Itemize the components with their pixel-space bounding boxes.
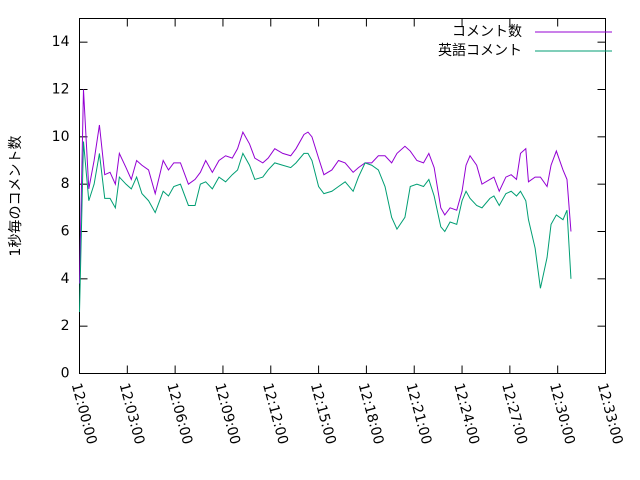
x-tick-label: 12:30:00: [546, 381, 578, 446]
legend-label: 英語コメント: [438, 42, 522, 59]
x-tick-label: 12:24:00: [450, 381, 482, 446]
x-tick-label: 12:09:00: [211, 381, 243, 446]
y-tick-label: 6: [61, 224, 70, 240]
x-tick-label: 12:06:00: [163, 381, 195, 446]
x-tick-label: 12:21:00: [402, 381, 434, 446]
x-tick-label: 12:18:00: [355, 381, 387, 446]
y-tick-label: 14: [52, 34, 70, 50]
x-tick-label: 12:03:00: [116, 381, 148, 446]
legend-label: コメント数: [452, 24, 522, 40]
y-tick-label: 0: [61, 366, 70, 382]
series-line: [79, 141, 572, 312]
y-tick-label: 12: [52, 82, 70, 98]
x-tick-label: 12:15:00: [307, 381, 339, 446]
x-tick-label: 12:33:00: [594, 381, 626, 446]
y-tick-label: 2: [61, 318, 70, 334]
series-line: [79, 89, 572, 284]
y-tick-label: 10: [52, 129, 70, 145]
y-tick-label: 4: [61, 271, 70, 287]
y-axis-label: 1秒毎のコメント数: [8, 136, 24, 257]
y-tick-label: 8: [61, 176, 70, 192]
x-tick-label: 12:27:00: [498, 381, 530, 446]
x-tick-label: 12:00:00: [68, 381, 100, 446]
x-tick-label: 12:12:00: [259, 381, 291, 446]
plot-border: [79, 18, 606, 374]
